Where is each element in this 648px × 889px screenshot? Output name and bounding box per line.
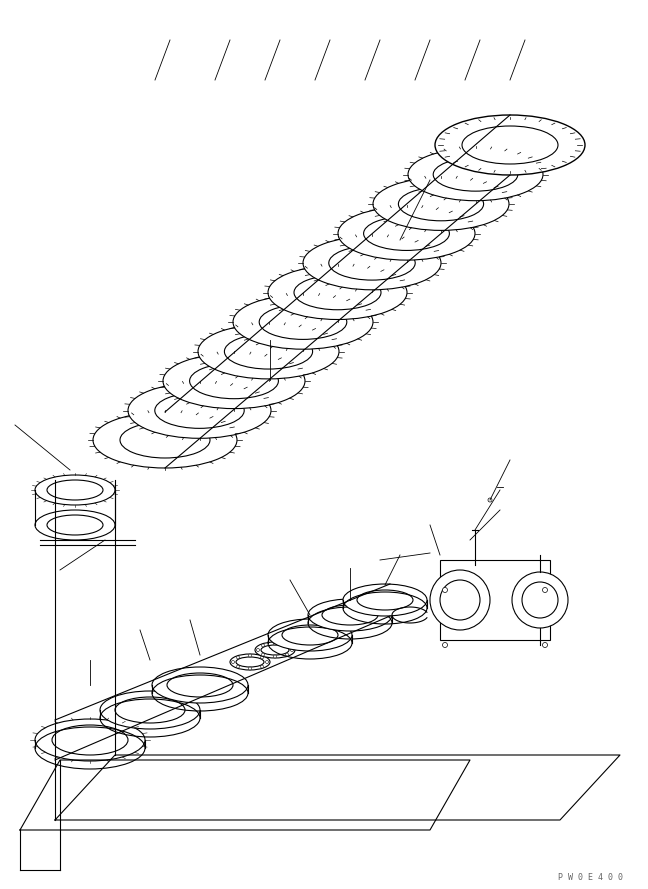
Circle shape — [260, 665, 264, 669]
Ellipse shape — [190, 364, 279, 398]
Circle shape — [266, 661, 268, 663]
Ellipse shape — [128, 382, 271, 438]
Ellipse shape — [35, 510, 115, 540]
Ellipse shape — [430, 570, 490, 630]
Ellipse shape — [268, 619, 352, 651]
Ellipse shape — [152, 667, 248, 703]
Ellipse shape — [261, 645, 289, 655]
Ellipse shape — [155, 393, 244, 428]
Ellipse shape — [35, 475, 115, 505]
Ellipse shape — [468, 129, 552, 162]
Ellipse shape — [47, 480, 103, 500]
Ellipse shape — [399, 188, 483, 220]
Circle shape — [248, 667, 251, 670]
Ellipse shape — [357, 590, 413, 610]
Ellipse shape — [408, 148, 543, 201]
Circle shape — [262, 653, 264, 656]
Ellipse shape — [308, 599, 392, 631]
Circle shape — [273, 655, 277, 658]
Ellipse shape — [338, 207, 475, 260]
Ellipse shape — [255, 642, 295, 658]
Ellipse shape — [115, 697, 185, 723]
Ellipse shape — [373, 178, 509, 230]
Ellipse shape — [198, 324, 339, 379]
Circle shape — [237, 656, 240, 659]
FancyBboxPatch shape — [440, 560, 550, 640]
Circle shape — [237, 665, 240, 669]
Circle shape — [542, 588, 548, 592]
Ellipse shape — [364, 217, 450, 251]
Ellipse shape — [294, 276, 381, 309]
Circle shape — [273, 642, 277, 645]
Ellipse shape — [434, 158, 518, 191]
Ellipse shape — [343, 584, 427, 616]
Ellipse shape — [259, 305, 347, 340]
Ellipse shape — [522, 582, 558, 618]
Ellipse shape — [230, 654, 270, 670]
Ellipse shape — [268, 266, 407, 319]
Ellipse shape — [462, 126, 558, 164]
Ellipse shape — [100, 691, 200, 729]
Circle shape — [443, 643, 448, 647]
Ellipse shape — [93, 412, 237, 468]
Ellipse shape — [236, 657, 264, 667]
Ellipse shape — [167, 673, 233, 697]
Circle shape — [443, 588, 448, 592]
Ellipse shape — [322, 605, 378, 625]
Ellipse shape — [224, 334, 312, 369]
Circle shape — [248, 654, 251, 657]
Circle shape — [286, 644, 288, 647]
Circle shape — [286, 653, 288, 656]
Circle shape — [262, 644, 264, 647]
Text: P W 0 E 4 0 0: P W 0 E 4 0 0 — [557, 874, 623, 883]
Ellipse shape — [443, 119, 577, 171]
Circle shape — [231, 661, 235, 663]
Ellipse shape — [52, 725, 128, 755]
Circle shape — [257, 648, 259, 652]
Circle shape — [542, 643, 548, 647]
Ellipse shape — [35, 719, 145, 761]
Ellipse shape — [329, 246, 415, 280]
Ellipse shape — [233, 295, 373, 349]
Ellipse shape — [120, 422, 210, 458]
Ellipse shape — [440, 580, 480, 620]
Ellipse shape — [435, 115, 585, 175]
Circle shape — [290, 648, 294, 652]
Ellipse shape — [282, 625, 338, 645]
Ellipse shape — [303, 236, 441, 290]
Ellipse shape — [512, 572, 568, 628]
Ellipse shape — [163, 354, 305, 409]
Ellipse shape — [47, 515, 103, 535]
Circle shape — [260, 656, 264, 659]
